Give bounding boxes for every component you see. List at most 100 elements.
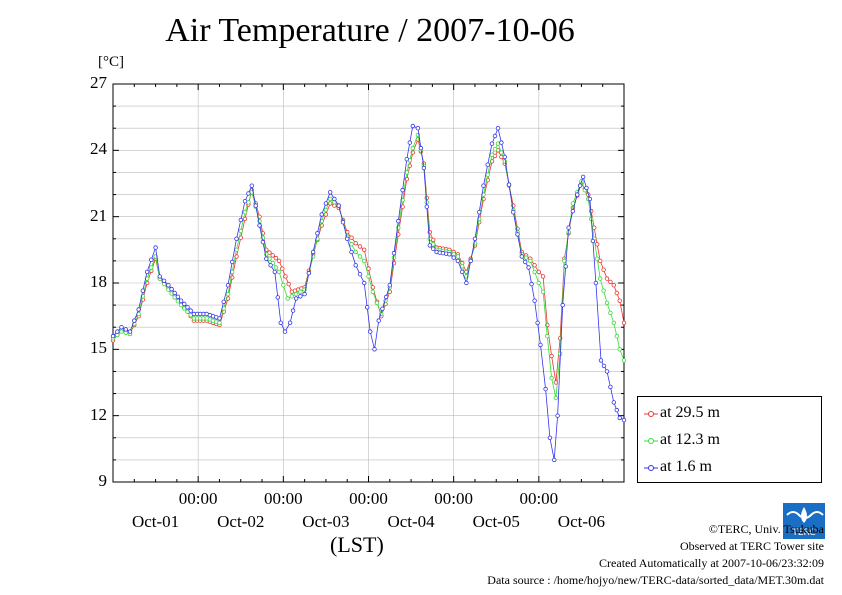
data-point — [372, 347, 377, 352]
data-point — [357, 254, 363, 259]
data-point — [185, 305, 190, 310]
data-point — [136, 307, 141, 312]
grid-lines — [113, 84, 624, 482]
data-point — [298, 289, 303, 294]
data-point — [188, 308, 193, 313]
copyright-text: ©TERC, Univ. Tsukuba — [708, 522, 824, 536]
data-point — [447, 252, 452, 257]
data-point — [598, 258, 603, 264]
data-point — [119, 325, 124, 330]
data-point — [410, 123, 415, 129]
data-point — [345, 236, 350, 241]
data-point — [519, 254, 524, 259]
data-point — [257, 223, 262, 228]
data-point — [119, 329, 124, 334]
data-point — [383, 294, 389, 300]
data-point — [614, 290, 619, 296]
data-point — [502, 154, 507, 160]
data-point — [511, 209, 516, 215]
y-tick-label: 27 — [90, 73, 107, 92]
data-point — [601, 363, 607, 369]
data-point — [234, 236, 239, 241]
legend-label-1-6m: at 1.6 m — [660, 458, 712, 475]
data-point — [285, 296, 290, 301]
data-point — [587, 196, 593, 202]
y-tick-label: 12 — [90, 404, 107, 424]
data-point — [253, 203, 258, 208]
data-point — [611, 320, 616, 325]
data-point — [328, 190, 333, 195]
data-point — [427, 236, 432, 241]
y-tick-label: 15 — [90, 338, 107, 358]
data-point — [323, 207, 329, 213]
data-point — [127, 329, 133, 334]
legend-marker-12-3m — [644, 438, 658, 444]
data-point — [336, 203, 341, 208]
data-point — [289, 294, 294, 299]
data-point — [485, 172, 490, 177]
data-point — [366, 274, 371, 279]
y-tick-label: 18 — [90, 272, 107, 291]
data-point — [598, 276, 603, 281]
data-point — [217, 320, 222, 325]
x-time-label: 00:00 — [263, 489, 303, 508]
data-point — [366, 266, 371, 271]
legend-marker-1-6m — [644, 465, 658, 471]
data-point — [415, 125, 421, 131]
x-date-label: Oct-04 — [387, 512, 435, 531]
data-point — [349, 249, 354, 255]
data-point — [617, 298, 622, 303]
data-point — [549, 375, 554, 381]
data-point — [523, 259, 528, 265]
data-point — [275, 295, 280, 300]
data-point — [276, 269, 282, 275]
data-point — [604, 300, 610, 306]
data-point — [276, 258, 282, 264]
data-point — [545, 333, 550, 339]
data-point — [272, 269, 277, 275]
data-point — [595, 242, 600, 247]
data-point — [584, 185, 589, 191]
data-point — [536, 280, 541, 286]
data-point — [431, 246, 436, 251]
legend-label-12-3m: at 12.3 m — [660, 431, 720, 448]
data-point — [455, 254, 461, 259]
data-point — [523, 255, 529, 260]
observed-text: Observed at TERC Tower site — [679, 539, 824, 553]
data-point — [532, 298, 537, 303]
data-point — [362, 280, 367, 286]
data-point — [580, 174, 586, 180]
data-point — [590, 238, 596, 244]
data-point — [418, 145, 424, 151]
y-tick-label: 24 — [90, 139, 107, 159]
data-point — [264, 256, 269, 261]
created-text: Created Automatically at 2007-10-06/23:3… — [599, 556, 824, 570]
x-date-label: Oct-01 — [131, 512, 180, 531]
x-time-label: 00:00 — [519, 489, 559, 508]
data-point — [175, 294, 181, 299]
terc-logo: TERC — [783, 503, 825, 539]
data-point — [455, 258, 461, 264]
data-point — [157, 274, 162, 279]
source-text: Data source : /home/hojyo/new/TERC-data/… — [487, 573, 824, 587]
data-point — [149, 265, 154, 270]
data-point — [267, 250, 272, 255]
data-point — [293, 291, 299, 297]
data-point — [238, 228, 243, 234]
data-point — [526, 265, 531, 270]
data-point — [368, 329, 373, 334]
data-point — [374, 300, 380, 306]
data-point — [302, 291, 307, 297]
data-point — [492, 146, 498, 152]
data-point — [506, 182, 512, 187]
data-point — [532, 263, 537, 268]
axis-ticks — [112, 83, 625, 483]
data-point — [427, 243, 432, 248]
data-point — [552, 457, 557, 463]
data-point — [621, 417, 627, 423]
data-point — [349, 242, 354, 247]
data-point — [570, 201, 576, 206]
data-point — [621, 358, 627, 363]
chart-title: Air Temperature / 2007-10-06 — [165, 12, 575, 49]
data-point — [260, 239, 266, 245]
